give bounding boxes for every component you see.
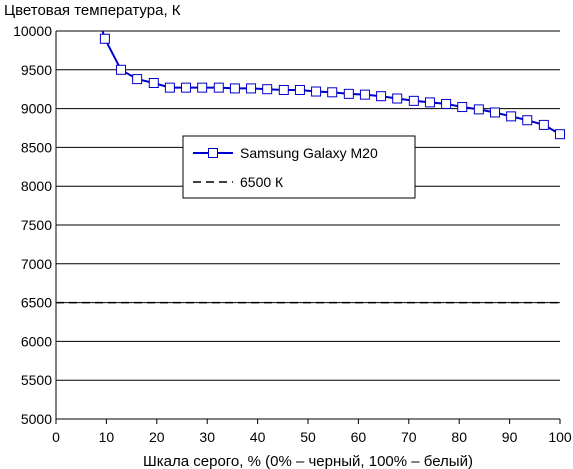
x-tick-label-60: 60 — [351, 429, 367, 445]
y-tick-label-10000: 10000 — [13, 23, 52, 39]
series-point-0-19 — [392, 93, 403, 104]
y-tick-label-8500: 8500 — [21, 139, 52, 155]
y-tick-label-6500: 6500 — [21, 295, 52, 311]
series-point-0-17 — [359, 89, 370, 100]
series-point-0-21 — [424, 97, 435, 108]
x-tick-label-100: 100 — [548, 429, 572, 445]
series-point-0-3 — [132, 74, 143, 85]
series-point-0-11 — [262, 84, 273, 95]
x-tick-label-0: 0 — [52, 429, 60, 445]
plot-series — [56, 31, 565, 304]
y-tick-label-7500: 7500 — [21, 217, 52, 233]
series-point-0-4 — [148, 77, 159, 88]
x-tick-label-30: 30 — [199, 429, 215, 445]
y-tick-label-5500: 5500 — [21, 372, 52, 388]
legend-swatch-marker-0 — [208, 148, 218, 158]
y-tick-label-9500: 9500 — [21, 62, 52, 78]
axes — [55, 31, 561, 424]
legend-label-1: 6500 К — [240, 174, 284, 190]
legend: Samsung Galaxy M20 6500 К — [182, 135, 416, 199]
series-point-0-27 — [522, 115, 533, 126]
series-point-0-2 — [116, 64, 127, 75]
series-line-0 — [101, 31, 560, 136]
x-tick-label-80: 80 — [451, 429, 467, 445]
x-tick-labels: 0 10 20 30 40 50 60 70 80 90 100 — [52, 429, 572, 445]
y-tick-label-8000: 8000 — [21, 178, 52, 194]
series-point-0-24 — [473, 104, 484, 115]
x-tick-label-40: 40 — [250, 429, 266, 445]
series-point-0-1 — [99, 33, 110, 44]
series-point-0-25 — [489, 107, 500, 118]
series-point-0-29 — [555, 129, 565, 140]
series-point-0-16 — [343, 88, 354, 99]
series-point-0-9 — [229, 83, 240, 94]
x-tick-label-10: 10 — [99, 429, 115, 445]
series-point-0-8 — [213, 82, 224, 93]
y-tick-label-9000: 9000 — [21, 101, 52, 117]
series-point-0-18 — [376, 91, 387, 102]
series-point-0-7 — [197, 82, 208, 93]
y-axis-label: Цветовая температура, К — [4, 2, 181, 19]
y-tick-label-5000: 5000 — [21, 411, 52, 427]
series-point-0-20 — [408, 95, 419, 106]
series-point-0-12 — [278, 84, 289, 95]
x-tick-label-50: 50 — [300, 429, 316, 445]
series-point-0-6 — [181, 82, 192, 93]
legend-label-0: Samsung Galaxy M20 — [240, 145, 378, 161]
x-axis-label: Шкала серого, % (0% – черный, 100% – бел… — [143, 453, 473, 469]
series-point-0-5 — [164, 82, 175, 93]
y-tick-labels: 5000 5500 6000 6500 7000 7500 8000 8500 9000 9500… — [13, 23, 52, 427]
series-point-0-28 — [538, 119, 549, 130]
series-point-0-10 — [246, 83, 257, 94]
series-point-0-26 — [506, 111, 517, 122]
y-tick-label-6000: 6000 — [21, 333, 52, 349]
legend-box — [182, 135, 416, 199]
series-point-0-15 — [327, 87, 338, 98]
series-point-0-13 — [294, 84, 305, 95]
x-tick-label-90: 90 — [502, 429, 518, 445]
series-point-0-14 — [311, 86, 322, 97]
y-tick-label-7000: 7000 — [21, 256, 52, 272]
horizontal-gridlines — [56, 30, 560, 381]
x-tick-label-70: 70 — [401, 429, 417, 445]
x-tick-label-20: 20 — [149, 429, 165, 445]
series-point-0-23 — [457, 102, 468, 113]
series-point-0-22 — [441, 98, 452, 109]
